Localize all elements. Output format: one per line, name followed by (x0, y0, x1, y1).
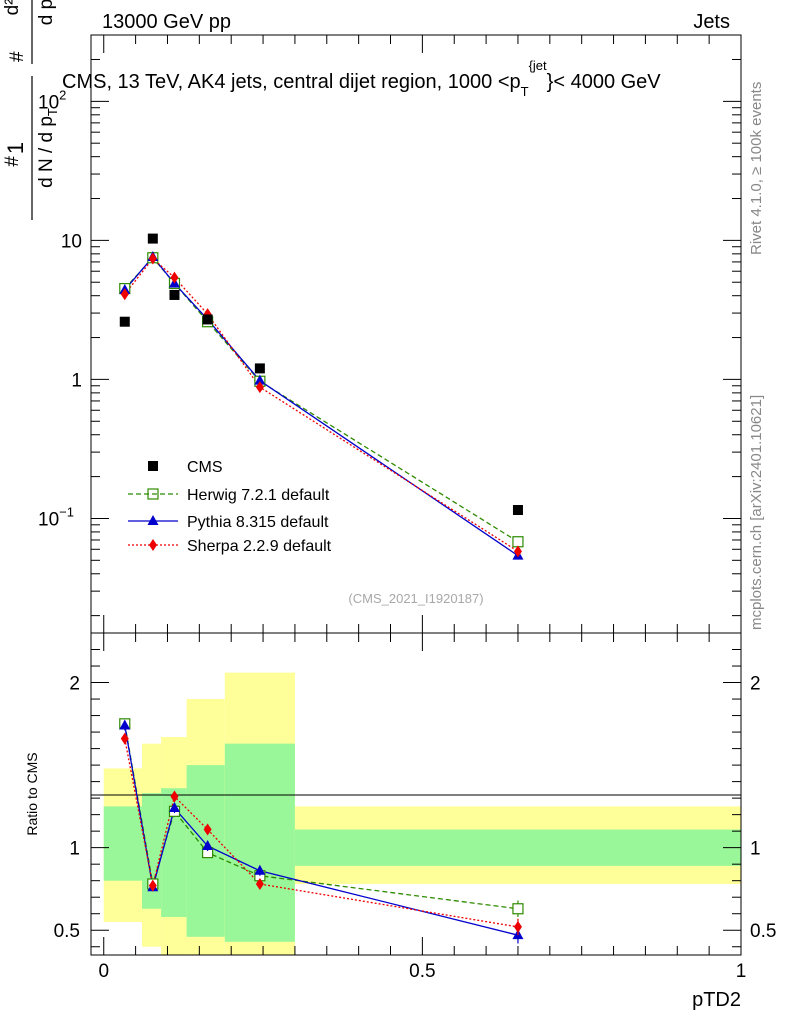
svg-text:#: # (2, 156, 23, 167)
x-axis-label: pTD2 (692, 989, 741, 1011)
legend-label-pythia: Pythia 8.315 default (187, 514, 329, 531)
ratio-y-tick-label: 2 (69, 674, 80, 695)
ratio-y-axis-label: Ratio to CMS (24, 752, 40, 835)
x-tick-label: 0.5 (409, 961, 435, 982)
rivet-version-label: Rivet 4.1.0, ≥ 100k events (748, 82, 765, 255)
analysis-id: (CMS_2021_I1920187) (348, 591, 483, 606)
legend-label-sherpa: Sherpa 2.2.9 default (187, 538, 332, 555)
ratio-frame (90, 632, 742, 956)
main-point-sherpa (148, 252, 157, 265)
ratio-line-pythia (124, 725, 519, 936)
ratio-point-pythia (254, 864, 266, 875)
legend-entry-pythia: Pythia 8.315 default (128, 514, 329, 531)
ratio-point-herwig (512, 903, 524, 915)
ratio-line-herwig (124, 723, 519, 910)
ratio-band-inner (294, 829, 741, 866)
main-line-sherpa (124, 257, 519, 552)
svg-text:d pT: d pT (36, 0, 60, 25)
main-line-pythia (124, 255, 519, 557)
ratio-point-sherpa (255, 877, 264, 890)
legend-entry-herwig: Herwig 7.2.1 default (128, 487, 330, 504)
main-point-sherpa (255, 381, 264, 394)
main-point-pythia (254, 374, 266, 385)
main-point-cms (119, 316, 130, 327)
main-point-cms (147, 233, 158, 244)
main-point-cms (254, 363, 265, 374)
process-label: Jets (693, 11, 730, 33)
main-point-sherpa (513, 545, 522, 558)
ratio-band-inner (224, 743, 295, 942)
svg-text:d N / d pT: d N / d pT (36, 108, 60, 188)
main-y-tick-label: 10 (61, 231, 82, 252)
ratio-point-pythia (168, 802, 180, 813)
ratio-point-sherpa (170, 790, 179, 803)
x-tick-label: 0 (98, 961, 109, 982)
main-y-tick-label: 1 (71, 370, 82, 391)
main-point-herwig (512, 536, 524, 548)
ratio-y-tick-label-right: 1 (750, 839, 761, 860)
ratio-band-inner (141, 793, 162, 909)
ratio-point-sherpa (120, 732, 129, 745)
ratio-line-sherpa (124, 738, 519, 928)
main-y-axis-label: # 1 d N / d pT # d²N d pT dλ (2, 0, 60, 220)
legend-label-cms: CMS (187, 459, 223, 476)
ratio-point-sherpa (148, 879, 157, 892)
main-y-tick-label: 102 (38, 87, 66, 113)
main-point-sherpa (170, 271, 179, 284)
main-point-cms (512, 505, 523, 516)
legend: CMS Herwig 7.2.1 default Pythia 8.315 de… (128, 459, 332, 555)
ratio-point-pythia (119, 719, 131, 730)
main-panel: 10−1 1 10 102 (38, 34, 742, 634)
ratio-panel: 0.5 0.51 12 2 0 0.5 1 (54, 632, 776, 982)
svg-text:#: # (7, 51, 28, 62)
ratio-y-tick-label: 1 (69, 839, 80, 860)
main-point-cms (202, 314, 213, 325)
svg-text:1: 1 (3, 142, 28, 154)
ratio-y-tick-label-right: 0.5 (750, 921, 776, 942)
ratio-point-pythia (202, 840, 214, 851)
main-point-sherpa (120, 288, 129, 301)
mcplots-url-label: mcplots.cern.ch [arXiv:2401.10621] (748, 395, 765, 630)
ratio-band-inner (103, 806, 142, 881)
legend-marker-cms (148, 461, 158, 471)
main-y-tick-label: 10−1 (38, 504, 74, 530)
energy-label: 13000 GeV pp (102, 11, 231, 33)
ratio-point-sherpa (513, 920, 522, 933)
legend-marker-sherpa (149, 539, 157, 551)
legend-label-herwig: Herwig 7.2.1 default (187, 487, 330, 504)
svg-text:d²N: d²N (2, 0, 23, 15)
ratio-y-tick-label-right: 2 (750, 674, 761, 695)
x-tick-label: 1 (736, 961, 747, 982)
main-point-cms (169, 289, 180, 300)
legend-entry-cms: CMS (148, 459, 223, 476)
legend-marker-herwig (147, 488, 159, 500)
legend-entry-sherpa: Sherpa 2.2.9 default (128, 538, 332, 555)
legend-marker-pythia (147, 515, 159, 525)
ratio-point-sherpa (203, 823, 212, 836)
plot-title: CMS, 13 TeV, AK4 jets, central dijet reg… (62, 58, 661, 99)
ratio-y-tick-label: 0.5 (54, 921, 80, 942)
